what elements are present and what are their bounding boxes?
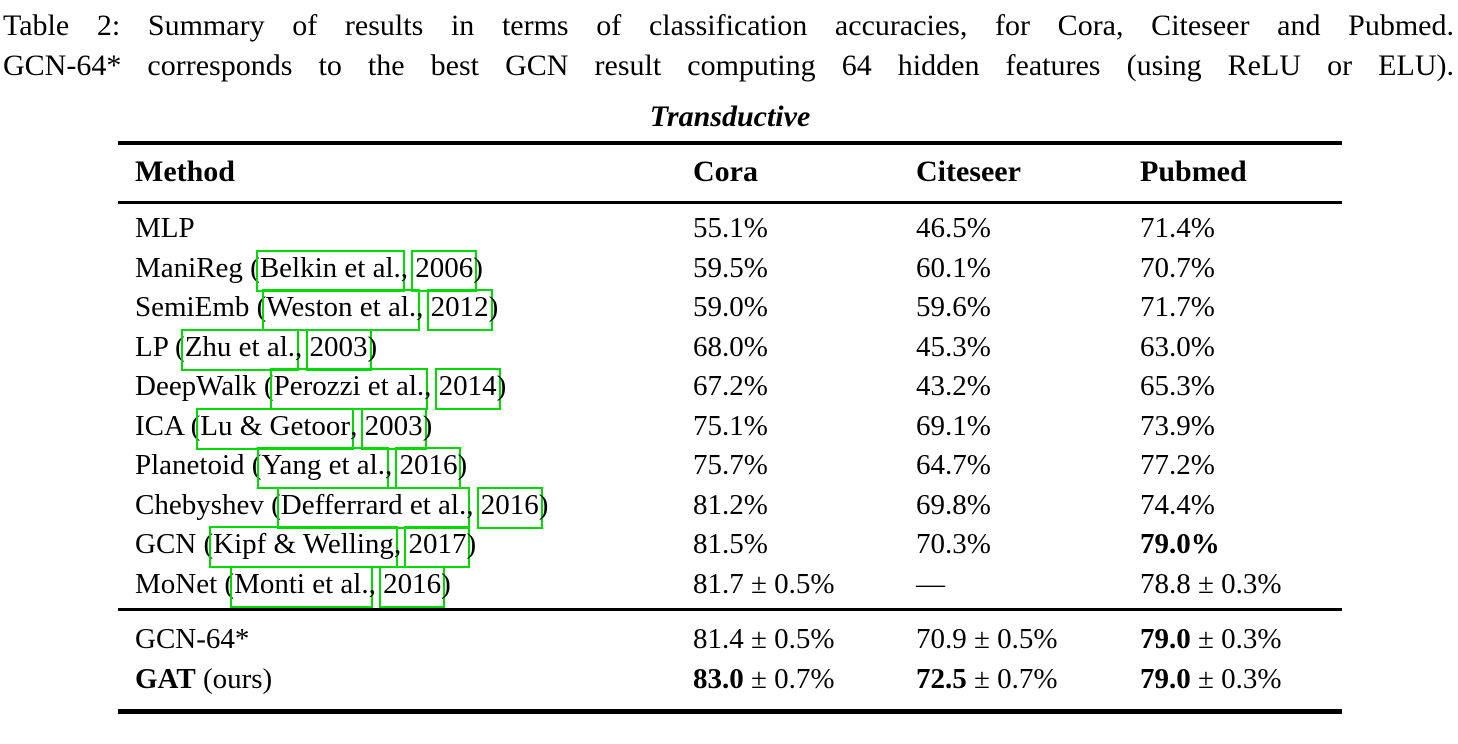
citeseer-value: 64.7% <box>916 449 991 482</box>
pubmed-value: 79.0% <box>1140 525 1342 565</box>
pubmed-value: 65.3% <box>1140 370 1215 403</box>
table-body-baselines: MLP 55.1% 46.5% 71.4% ManiReg (Belkin et al.… <box>118 203 1342 610</box>
table-row: MoNet (Monti et al., 2016) 81.7 ± 0.5% — 78… <box>118 565 1342 610</box>
citation-author-link[interactable]: Monti et al. <box>230 565 373 608</box>
citation-year-link[interactable]: 2012 <box>426 289 493 332</box>
citation-author-link[interactable]: Kipf & Welling <box>209 526 398 569</box>
citeseer-value: 59.6% <box>916 291 991 324</box>
citation-author-link[interactable]: Belkin et al. <box>255 249 405 292</box>
pubmed-value: 70.7% <box>1140 251 1215 284</box>
caption-line-2: GCN-64* corresponds to the best GCN resu… <box>3 49 1454 82</box>
citation-author-link[interactable]: Defferrard et al. <box>276 486 471 529</box>
cora-value-bold: 83.0 <box>693 662 744 695</box>
citation-year-link[interactable]: 2014 <box>434 368 501 411</box>
citation-year-link[interactable]: 2006 <box>411 249 478 292</box>
citeseer-value-bold: 72.5 <box>916 662 967 695</box>
method-cell: MoNet (Monti et al., 2016) <box>118 565 693 610</box>
table-row: GAT (ours) 83.0 ± 0.7% 72.5 ± 0.7% 79.0 ± 0… <box>118 659 1342 712</box>
cora-value: 55.1% <box>693 212 768 245</box>
pubmed-value: 79.0 ± 0.3% <box>1140 662 1282 695</box>
table-body-ours: GCN-64* 81.4 ± 0.5% 70.9 ± 0.5% 79.0 ± 0.3%… <box>118 609 1342 712</box>
citation-author-link[interactable]: Perozzi et al. <box>269 368 429 411</box>
cora-value: 67.2% <box>693 370 768 403</box>
pubmed-value: 63.0% <box>1140 330 1215 363</box>
method-cell: MLP <box>135 212 195 245</box>
table-row: LP (Zhu et al., 2003) 68.0% 45.3% 63.0% <box>118 328 1342 371</box>
table-row: SemiEmb (Weston et al., 2012) 59.0% 59.6% 7… <box>118 288 1342 332</box>
table-row: ICA (Lu & Getoor, 2003) 75.1% 69.1% 73.9% <box>118 407 1342 450</box>
cora-value: 59.5% <box>693 251 768 284</box>
table-row: ManiReg (Belkin et al., 2006) 59.5% 60.1% 7… <box>118 249 1342 292</box>
citeseer-value: 72.5 ± 0.7% <box>916 662 1058 695</box>
citation-author-link[interactable]: Weston et al. <box>262 289 421 332</box>
citeseer-value: 70.9 ± 0.5% <box>916 622 1058 655</box>
cora-value: 75.7% <box>693 449 768 482</box>
cora-value: 59.0% <box>693 291 768 324</box>
citation-year-link[interactable]: 2017 <box>404 526 471 569</box>
citation-author-link[interactable]: Yang et al. <box>257 447 389 490</box>
method-cell: GCN-64* <box>135 622 250 655</box>
cora-value: 81.2% <box>693 488 768 521</box>
cora-value: 68.0% <box>693 330 768 363</box>
method-cell: ManiReg (Belkin et al., 2006) <box>118 249 693 292</box>
citation-year-link[interactable]: 2003 <box>360 407 427 450</box>
header-row: Method Cora Citeseer Pubmed <box>118 143 1342 203</box>
citeseer-value: 43.2% <box>916 370 991 403</box>
citeseer-value: 69.1% <box>916 409 991 442</box>
cora-value: 75.1% <box>693 409 768 442</box>
pubmed-value: 71.7% <box>1140 291 1215 324</box>
method-cell: Chebyshev (Defferrard et al., 2016) <box>118 486 693 529</box>
method-cell: LP (Zhu et al., 2003) <box>118 328 693 371</box>
table-row: DeepWalk (Perozzi et al., 2014) 67.2% 43.2… <box>118 367 1342 411</box>
method-cell: Planetoid (Yang et al., 2016) <box>118 446 693 490</box>
header-pubmed: Pubmed <box>1140 155 1247 188</box>
citeseer-value: 69.8% <box>916 488 991 521</box>
header-citeseer: Citeseer <box>916 155 1021 188</box>
header-method: Method <box>135 155 235 188</box>
method-cell: GAT (ours) <box>135 662 273 695</box>
caption-line-1: Table 2: Summary of results in terms of … <box>3 9 1454 42</box>
table-caption: Table 2: Summary of results in terms of … <box>3 6 1454 86</box>
pubmed-value: 77.2% <box>1140 449 1215 482</box>
table-row: Chebyshev (Defferrard et al., 2016) 81.2%… <box>118 486 1342 529</box>
citation-year-link[interactable]: 2016 <box>379 565 446 608</box>
pubmed-value-bold: 79.0% <box>1140 528 1220 561</box>
citeseer-value: 46.5% <box>916 212 991 245</box>
citeseer-value: — <box>916 567 945 600</box>
pubmed-value: 79.0 ± 0.3% <box>1140 622 1282 655</box>
table-row: GCN (Kipf & Welling, 2017) 81.5% 70.3% 79.0… <box>118 525 1342 569</box>
method-cell: GCN (Kipf & Welling, 2017) <box>118 525 693 569</box>
cora-value: 81.5% <box>693 528 768 561</box>
pubmed-value: 78.8 ± 0.3% <box>1140 567 1282 600</box>
cora-value: 83.0 ± 0.7% <box>693 662 835 695</box>
citation-year-link[interactable]: 2016 <box>476 486 543 529</box>
pubmed-value: 74.4% <box>1140 488 1215 521</box>
header-cora: Cora <box>693 155 758 188</box>
table-row: GCN-64* 81.4 ± 0.5% 70.9 ± 0.5% 79.0 ± 0.3% <box>118 610 1342 660</box>
pubmed-value: 71.4% <box>1140 212 1215 245</box>
citation-year-link[interactable]: 2016 <box>395 447 462 490</box>
citeseer-value: 60.1% <box>916 251 991 284</box>
method-cell: ICA (Lu & Getoor, 2003) <box>118 407 693 450</box>
method-name-bold: GAT <box>135 662 196 695</box>
citation-author-link[interactable]: Lu & Getoor <box>196 407 355 450</box>
pubmed-value: 73.9% <box>1140 409 1215 442</box>
citation-author-link[interactable]: Zhu et al. <box>180 328 300 371</box>
method-cell: SemiEmb (Weston et al., 2012) <box>118 288 693 332</box>
cora-value: 81.7 ± 0.5% <box>693 567 835 600</box>
citeseer-value: 70.3% <box>916 528 991 561</box>
pubmed-value-bold: 79.0 <box>1140 622 1191 655</box>
citeseer-value: 45.3% <box>916 330 991 363</box>
method-cell: DeepWalk (Perozzi et al., 2014) <box>118 367 693 411</box>
pubmed-value-bold: 79.0 <box>1140 662 1191 695</box>
group-title-transductive: Transductive <box>649 100 811 133</box>
citation-year-link[interactable]: 2003 <box>305 328 372 371</box>
table-header: Method Cora Citeseer Pubmed <box>118 143 1342 203</box>
table-row: Planetoid (Yang et al., 2016) 75.7% 64.7% 7… <box>118 446 1342 490</box>
results-table: Method Cora Citeseer Pubmed MLP 55.1% 46.5… <box>118 141 1342 714</box>
table-row: MLP 55.1% 46.5% 71.4% <box>118 203 1342 249</box>
cora-value: 81.4 ± 0.5% <box>693 622 835 655</box>
